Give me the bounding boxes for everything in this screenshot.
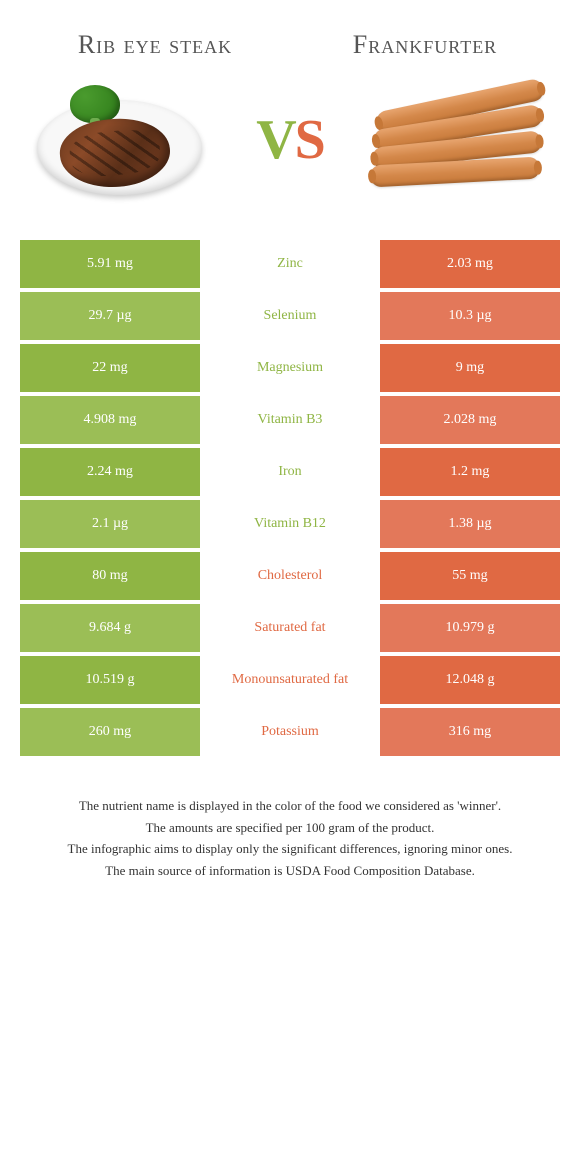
nutrient-name-cell: Saturated fat — [200, 604, 380, 652]
table-row: 80 mgCholesterol55 mg — [20, 552, 560, 600]
left-value-cell: 2.24 mg — [20, 448, 200, 496]
table-row: 260 mgPotassium316 mg — [20, 708, 560, 756]
left-food-title: Rib eye steak — [34, 30, 277, 60]
steak-icon — [35, 85, 205, 195]
images-row: VS — [20, 80, 560, 200]
right-food-title: Frankfurter — [304, 30, 547, 60]
left-food-image — [30, 80, 210, 200]
table-row: 4.908 mgVitamin B32.028 mg — [20, 396, 560, 444]
footer-line-4: The main source of information is USDA F… — [50, 861, 530, 881]
right-value-cell: 1.38 µg — [380, 500, 560, 548]
vs-label: VS — [256, 108, 324, 172]
nutrient-name-cell: Monounsaturated fat — [200, 656, 380, 704]
right-value-cell: 2.03 mg — [380, 240, 560, 288]
infographic-container: Rib eye steak Frankfurter VS 5.91 mgZinc… — [0, 0, 580, 912]
right-value-cell: 12.048 g — [380, 656, 560, 704]
nutrient-table: 5.91 mgZinc2.03 mg29.7 µgSelenium10.3 µg… — [20, 240, 560, 756]
table-row: 2.24 mgIron1.2 mg — [20, 448, 560, 496]
table-row: 2.1 µgVitamin B121.38 µg — [20, 500, 560, 548]
right-value-cell: 55 mg — [380, 552, 560, 600]
right-value-cell: 10.979 g — [380, 604, 560, 652]
table-row: 9.684 gSaturated fat10.979 g — [20, 604, 560, 652]
left-value-cell: 2.1 µg — [20, 500, 200, 548]
nutrient-name-cell: Iron — [200, 448, 380, 496]
left-value-cell: 29.7 µg — [20, 292, 200, 340]
right-value-cell: 1.2 mg — [380, 448, 560, 496]
frankfurter-icon — [370, 85, 550, 195]
right-value-cell: 10.3 µg — [380, 292, 560, 340]
left-value-cell: 260 mg — [20, 708, 200, 756]
left-value-cell: 10.519 g — [20, 656, 200, 704]
header-titles: Rib eye steak Frankfurter — [20, 30, 560, 60]
right-value-cell: 9 mg — [380, 344, 560, 392]
left-value-cell: 9.684 g — [20, 604, 200, 652]
left-value-cell: 4.908 mg — [20, 396, 200, 444]
nutrient-name-cell: Vitamin B3 — [200, 396, 380, 444]
nutrient-name-cell: Vitamin B12 — [200, 500, 380, 548]
nutrient-name-cell: Selenium — [200, 292, 380, 340]
right-value-cell: 2.028 mg — [380, 396, 560, 444]
footer-line-3: The infographic aims to display only the… — [50, 839, 530, 859]
nutrient-name-cell: Potassium — [200, 708, 380, 756]
nutrient-name-cell: Zinc — [200, 240, 380, 288]
table-row: 5.91 mgZinc2.03 mg — [20, 240, 560, 288]
vs-s-letter: S — [295, 109, 324, 171]
right-food-image — [370, 80, 550, 200]
footer-line-2: The amounts are specified per 100 gram o… — [50, 818, 530, 838]
footer-notes: The nutrient name is displayed in the co… — [20, 796, 560, 880]
left-value-cell: 80 mg — [20, 552, 200, 600]
nutrient-name-cell: Magnesium — [200, 344, 380, 392]
table-row: 10.519 gMonounsaturated fat12.048 g — [20, 656, 560, 704]
footer-line-1: The nutrient name is displayed in the co… — [50, 796, 530, 816]
left-value-cell: 22 mg — [20, 344, 200, 392]
vs-v-letter: V — [256, 109, 294, 171]
right-value-cell: 316 mg — [380, 708, 560, 756]
table-row: 22 mgMagnesium9 mg — [20, 344, 560, 392]
nutrient-name-cell: Cholesterol — [200, 552, 380, 600]
left-value-cell: 5.91 mg — [20, 240, 200, 288]
table-row: 29.7 µgSelenium10.3 µg — [20, 292, 560, 340]
